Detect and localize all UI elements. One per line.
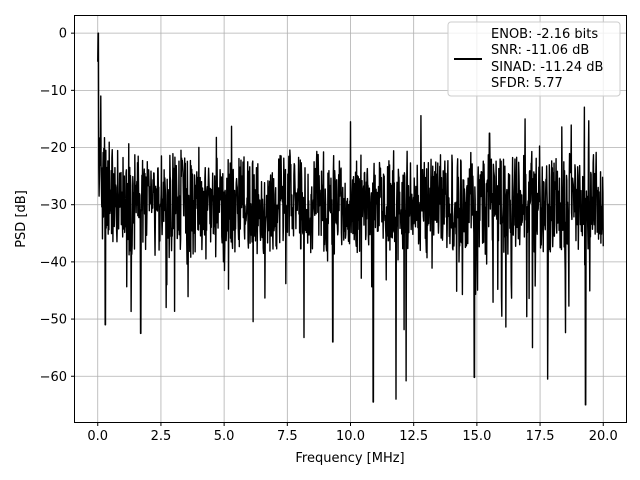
x-tick-label: 12.5 [399,429,428,444]
x-tick-label: 5.0 [214,429,235,444]
legend-entry-sinad: SINAD: -11.24 dB [491,60,603,75]
x-tick-label: 0.0 [87,429,108,444]
legend-entry-snr: SNR: -11.06 dB [491,43,589,58]
y-axis-label: PSD [dB] [14,190,29,248]
psd-series-line [97,32,604,406]
x-tick-label: 17.5 [526,429,555,444]
x-tick-label: 20.0 [589,429,618,444]
legend-entry-sfdr: SFDR: 5.77 [491,76,563,91]
y-tick-label: 0 [59,27,67,42]
x-axis-label: Frequency [MHz] [295,451,404,466]
legend-box [447,21,621,97]
psd-series [97,32,604,406]
axis-ticks: 0.0 2.5 5.0 7.5 10.0 12.5 15.0 17.5 20.0 0 −10 −20 −… [40,27,618,444]
y-tick-label: −20 [40,141,67,156]
legend: ENOB: -2.16 bits SNR: -11.06 dB SINAD: -… [447,21,621,97]
x-tick-label: 2.5 [151,429,172,444]
x-tick-label: 7.5 [277,429,298,444]
y-tick-label: −60 [40,370,67,385]
legend-entry-enob: ENOB: -2.16 bits [491,27,598,42]
x-tick-label: 10.0 [336,429,365,444]
x-tick-label: 15.0 [462,429,491,444]
y-tick-label: −30 [40,198,67,213]
y-tick-label: −40 [40,255,67,270]
y-tick-label: −10 [40,84,67,99]
y-tick-label: −50 [40,313,67,328]
